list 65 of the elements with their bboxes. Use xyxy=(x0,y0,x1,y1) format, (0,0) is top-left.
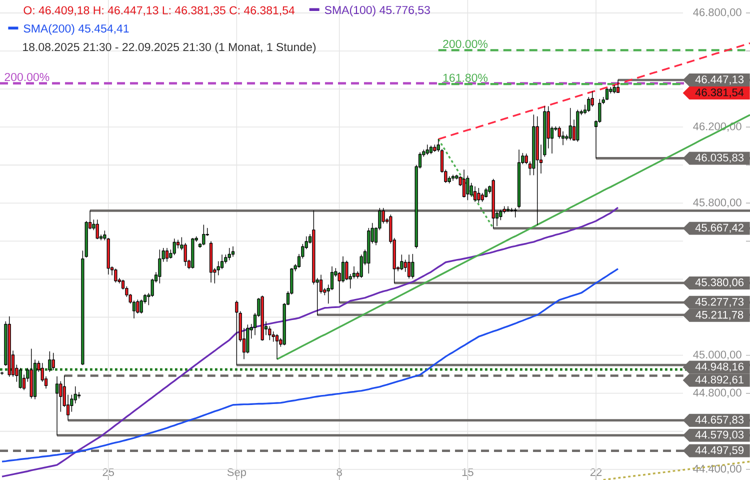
ref-line-label: 46.035,83 xyxy=(695,154,744,163)
candlestick xyxy=(158,250,162,284)
candlestick xyxy=(191,238,194,269)
candlestick xyxy=(103,230,106,240)
ref-line-label: 44.892,61 xyxy=(695,376,744,385)
candlestick xyxy=(426,144,429,156)
candlestick xyxy=(462,169,466,198)
candlestick xyxy=(81,250,84,366)
candlestick xyxy=(165,248,169,262)
candlestick xyxy=(605,88,609,100)
candlestick xyxy=(172,238,176,256)
candlestick xyxy=(517,150,521,209)
candlestick xyxy=(96,219,99,240)
y-tick-label: 44.400,00 xyxy=(693,464,742,474)
ref-line-label: 46.447,13 xyxy=(695,76,744,85)
y-tick-label: 45.800,00 xyxy=(693,198,742,208)
candlestick xyxy=(55,376,59,436)
chart-title: O: 46.409,18 H: 46.447,13 L: 46.381,35 C: 46.381,54 xyxy=(24,6,295,16)
ref-line-label: 44.497,59 xyxy=(695,446,744,456)
text: 18.08.2025 21:30 - 22.09.2025 21:30 (1 Monat, 1 Stunde) xyxy=(23,42,316,54)
ref-line-label: 44.948,16 xyxy=(695,362,744,372)
candlestick xyxy=(568,108,572,140)
annotation: 161.80% xyxy=(443,74,488,82)
ref-line-label: 45.211,78 xyxy=(696,310,744,320)
candlestick xyxy=(48,351,52,372)
candlestick xyxy=(576,110,580,142)
candlestick xyxy=(484,188,488,198)
candlestick xyxy=(451,174,455,181)
ref-line-label: 45.380,06 xyxy=(695,278,744,288)
legend-label: SMA(100) 45.776,53 xyxy=(324,6,430,16)
candlestick xyxy=(202,224,206,246)
candlestick xyxy=(260,296,264,341)
candlestick xyxy=(411,254,414,279)
legend-label: SMA(200) 45.454,41 xyxy=(24,24,129,35)
y-tick-label: 46.800,00 xyxy=(693,8,742,18)
candlestick xyxy=(209,241,213,283)
ref-line-label: 44.579,03 xyxy=(695,430,744,440)
candlestick xyxy=(514,208,517,218)
ref-line-label: 45.667,42 xyxy=(695,224,744,233)
candlestick xyxy=(400,254,404,270)
candlestick xyxy=(407,254,411,279)
candlestick xyxy=(429,146,433,154)
candlestick xyxy=(275,334,279,360)
candlestick xyxy=(492,178,495,229)
ref-line-label: 45.277,73 xyxy=(695,298,744,307)
candlestick xyxy=(616,80,620,93)
candlestick xyxy=(477,188,480,203)
candlestick xyxy=(506,206,510,212)
ref-line-label: 44.657,83 xyxy=(695,416,744,425)
x-tick-label: Sep xyxy=(227,468,246,478)
candlestick xyxy=(473,186,477,202)
text: 46.381,54 xyxy=(695,88,744,98)
candlestick xyxy=(114,268,118,283)
candlestick xyxy=(18,368,22,389)
candlestick xyxy=(231,246,235,257)
candlestick xyxy=(228,248,231,260)
y-tick-label: 45.000,00 xyxy=(693,350,742,360)
candlestick xyxy=(8,316,11,377)
annotation: 200.00% xyxy=(4,72,50,82)
candlestick xyxy=(52,352,55,370)
candlestick xyxy=(0,372,4,375)
candlestick xyxy=(106,238,110,275)
y-tick-label: 44.800,00 xyxy=(693,388,742,398)
annotation: 200.00% xyxy=(443,40,488,48)
candlestick xyxy=(30,348,33,399)
